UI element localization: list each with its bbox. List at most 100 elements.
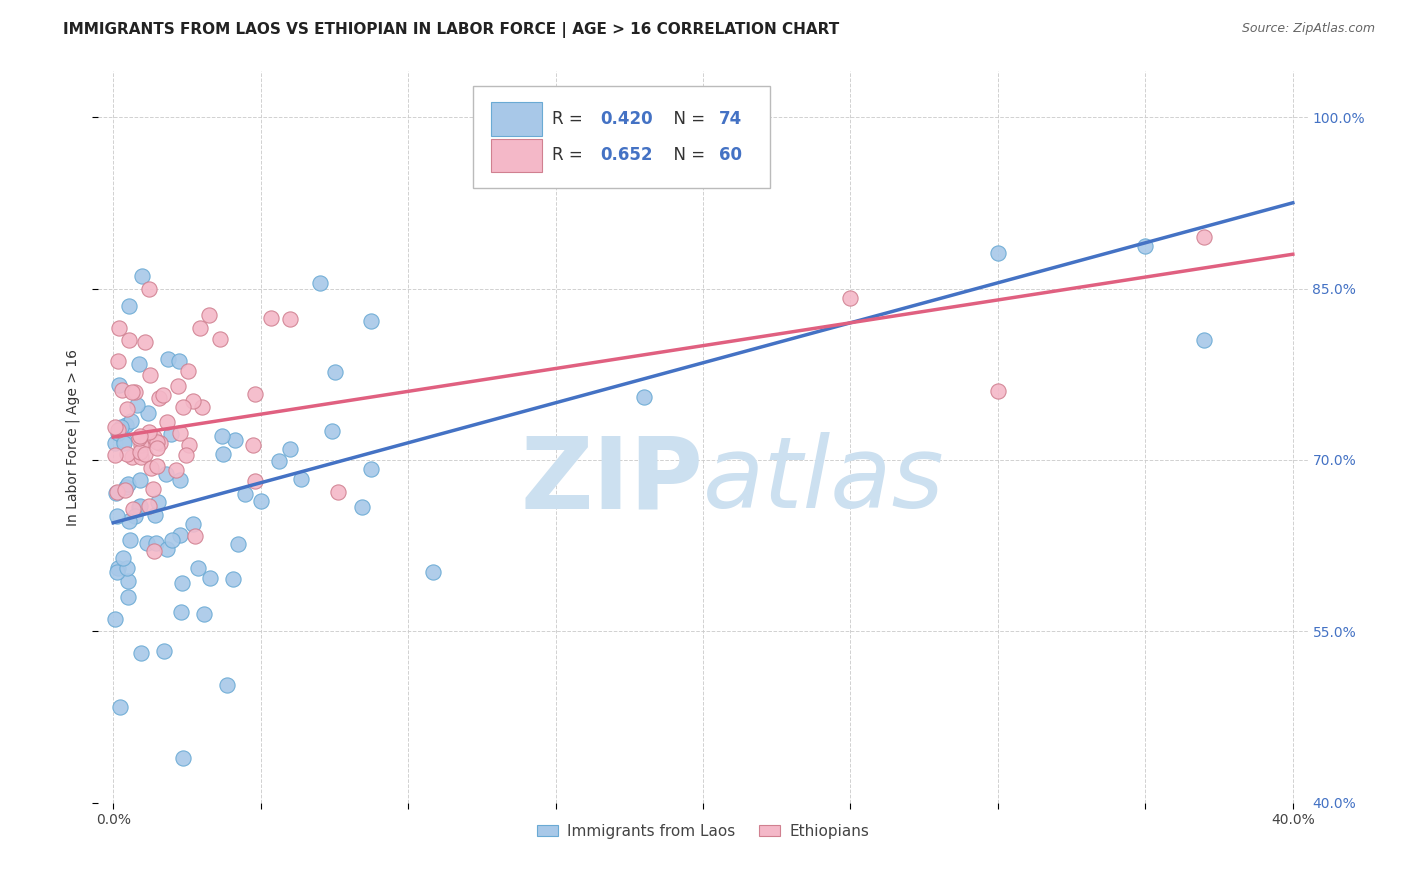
Point <box>131 450 153 464</box>
Point <box>184 529 207 543</box>
Point <box>118 533 141 547</box>
Point <box>118 299 141 313</box>
Point <box>107 423 129 437</box>
Text: Source: ZipAtlas.com: Source: ZipAtlas.com <box>1241 22 1375 36</box>
Text: ZIP: ZIP <box>520 433 703 530</box>
Point <box>169 473 191 487</box>
Point <box>128 500 150 515</box>
Point <box>138 282 160 296</box>
Point <box>117 447 139 461</box>
Point <box>146 459 169 474</box>
Point <box>134 335 156 350</box>
Point <box>633 391 655 405</box>
Point <box>243 387 266 401</box>
Point <box>200 571 222 585</box>
Y-axis label: In Labor Force | Age > 16: In Labor Force | Age > 16 <box>65 349 80 525</box>
Point <box>129 429 152 443</box>
Point <box>104 486 127 500</box>
Point <box>148 392 170 406</box>
Point <box>193 607 215 622</box>
FancyBboxPatch shape <box>474 86 769 188</box>
Point <box>104 612 127 626</box>
Point <box>108 378 131 392</box>
Text: 0.652: 0.652 <box>600 146 652 164</box>
Point <box>124 509 146 524</box>
Point <box>107 425 129 440</box>
Point <box>128 357 150 371</box>
Point <box>136 406 159 420</box>
Text: 74: 74 <box>718 110 742 128</box>
Point <box>128 431 150 445</box>
Point <box>1194 230 1216 244</box>
Point <box>146 494 169 508</box>
Point <box>309 277 332 291</box>
Point <box>156 415 179 429</box>
Point <box>156 351 179 366</box>
Point <box>145 536 167 550</box>
Point <box>104 436 127 450</box>
Point <box>243 474 266 488</box>
Point <box>114 483 136 497</box>
FancyBboxPatch shape <box>492 138 543 172</box>
Text: R =: R = <box>551 110 588 128</box>
Point <box>129 438 152 452</box>
Point <box>209 332 232 346</box>
Point <box>181 394 204 409</box>
Point <box>169 527 191 541</box>
Point <box>107 354 129 368</box>
Point <box>146 435 169 450</box>
Point <box>149 436 172 450</box>
Point <box>160 533 183 548</box>
Point <box>129 474 152 488</box>
Point <box>987 246 1010 260</box>
Point <box>131 268 153 283</box>
Point <box>181 516 204 531</box>
Point <box>328 485 350 500</box>
Point <box>233 487 256 501</box>
Point <box>172 401 194 415</box>
Point <box>129 499 152 513</box>
Text: N =: N = <box>664 110 710 128</box>
Point <box>142 482 165 496</box>
Point <box>115 561 138 575</box>
Point <box>105 485 128 500</box>
Point <box>221 572 243 586</box>
Point <box>198 309 221 323</box>
Point <box>169 354 191 368</box>
Point <box>360 461 382 475</box>
Point <box>121 450 143 465</box>
Point <box>120 413 142 427</box>
Text: atlas: atlas <box>703 433 945 530</box>
Point <box>112 433 135 447</box>
Point <box>226 537 249 551</box>
Point <box>122 502 145 516</box>
Point <box>177 438 200 452</box>
Point <box>191 401 214 415</box>
Point <box>212 447 235 461</box>
Point <box>250 493 273 508</box>
Point <box>155 467 177 481</box>
Point <box>112 436 135 450</box>
Point <box>269 454 291 468</box>
Point <box>138 425 160 440</box>
Point <box>143 508 166 522</box>
Point <box>839 291 862 305</box>
Point <box>136 433 159 447</box>
Point <box>152 644 174 658</box>
Point <box>115 401 138 416</box>
Point <box>146 442 169 456</box>
Point <box>107 561 129 575</box>
Point <box>260 311 283 326</box>
Point <box>160 427 183 442</box>
Point <box>117 574 139 589</box>
Text: IMMIGRANTS FROM LAOS VS ETHIOPIAN IN LABOR FORCE | AGE > 16 CORRELATION CHART: IMMIGRANTS FROM LAOS VS ETHIOPIAN IN LAB… <box>63 22 839 38</box>
Point <box>167 379 190 393</box>
Point <box>360 314 382 328</box>
Point <box>104 420 127 434</box>
Point <box>110 419 132 434</box>
Point <box>290 472 312 486</box>
Point <box>124 384 146 399</box>
Point <box>117 590 139 604</box>
Point <box>134 447 156 461</box>
Point <box>177 364 200 378</box>
